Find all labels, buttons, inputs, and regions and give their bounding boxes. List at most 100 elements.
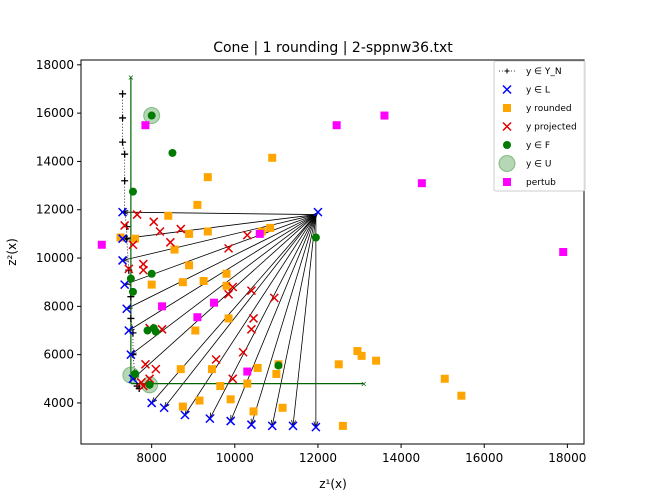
pertub-point	[141, 121, 150, 130]
rounded-point	[193, 200, 202, 209]
y-tick-label: 6000	[43, 348, 74, 362]
rounded-point	[178, 402, 187, 411]
axes-frame	[80, 59, 585, 445]
y-tick-label: 4000	[43, 396, 74, 410]
legend-item-YN: y ∈ Y_N	[499, 67, 562, 77]
rounded-point	[338, 421, 347, 430]
projection-ray	[163, 214, 317, 409]
legend-square-marker	[503, 104, 511, 112]
legend-label: y ∈ L	[526, 86, 550, 96]
f-series	[126, 111, 320, 389]
projection-ray	[122, 214, 316, 240]
pertub-point	[243, 367, 252, 376]
x-tick-label: 12000	[299, 451, 337, 465]
rounded-point	[178, 278, 187, 287]
yn-point	[127, 314, 135, 322]
rounded-point	[224, 314, 233, 323]
legend: y ∈ Y_Ny ∈ L y rounded y projected y ∈ F y ∈…	[493, 60, 586, 192]
projected-point	[269, 293, 279, 303]
projected-point	[228, 374, 238, 384]
f-point	[145, 380, 154, 389]
legend-item-U: y ∈ U	[498, 155, 551, 172]
projected-point	[124, 264, 134, 274]
rounded-point	[147, 280, 156, 289]
rounded-point	[253, 363, 262, 372]
x-axis-label: z¹(x)	[319, 477, 347, 491]
l-series	[118, 207, 323, 432]
f-point	[131, 369, 140, 378]
l-point	[120, 280, 130, 290]
rounded-point	[353, 347, 362, 356]
rounded-point	[207, 365, 216, 374]
projected-point	[155, 226, 165, 237]
rounded-point	[191, 326, 200, 335]
rounded-point	[357, 351, 366, 360]
projected-series	[120, 210, 279, 391]
pertub-point	[380, 111, 389, 120]
rounded-point	[372, 356, 381, 365]
l-point	[124, 325, 134, 336]
legend-cross-marker	[502, 121, 512, 132]
rounded-point	[185, 229, 194, 238]
rounded-point	[195, 396, 204, 405]
f-point	[128, 187, 137, 196]
y-tick-label: 10000	[36, 251, 74, 265]
f-point	[126, 274, 135, 283]
projected-point	[224, 243, 234, 253]
projected-point	[211, 354, 221, 365]
rounded-point	[170, 245, 179, 254]
rounded-point	[243, 379, 252, 388]
legend-label: y ∈ Y_N	[526, 67, 562, 77]
l-point	[313, 207, 323, 217]
pertub-series	[97, 111, 568, 376]
l-point	[118, 207, 128, 217]
projection-ray	[292, 214, 317, 426]
legend-item-F: y ∈ F	[503, 141, 550, 151]
rounded-point	[334, 360, 343, 369]
y-tick-label: 12000	[36, 203, 74, 217]
rounded-point	[176, 365, 185, 374]
projection-ray	[271, 214, 317, 426]
f-point	[311, 233, 320, 242]
projected-point	[145, 374, 155, 384]
l-point	[147, 398, 157, 408]
projected-point	[138, 265, 148, 275]
rounded-point	[131, 234, 140, 243]
y-axis-label: z²(x)	[5, 238, 19, 266]
rounded-point	[226, 395, 235, 404]
rounded-point	[457, 391, 466, 400]
rounded-point	[440, 374, 449, 383]
x-tick-label: 8000	[136, 451, 167, 465]
projected-point	[176, 224, 186, 234]
legend-label: y projected	[526, 123, 577, 133]
l-point	[118, 234, 128, 244]
l-point	[246, 420, 256, 430]
rounded-point	[216, 382, 225, 391]
projection-ray	[251, 214, 317, 425]
l-point	[159, 403, 169, 413]
legend-big-circle-marker	[498, 155, 516, 172]
rounded-point	[199, 276, 208, 285]
projection-ray	[209, 214, 317, 419]
rounded-point	[272, 369, 281, 378]
f-point	[128, 287, 137, 296]
rounded-point	[266, 223, 275, 232]
l-point	[118, 255, 128, 265]
chart-title: Cone | 1 rounding | 2-sppnw36.txt	[213, 40, 453, 56]
projected-point	[140, 359, 150, 369]
projected-point	[242, 230, 252, 240]
rounded-point	[268, 153, 277, 162]
yn-point	[119, 90, 127, 98]
l-point	[267, 421, 277, 431]
legend-item-pertub: pertub	[503, 178, 556, 188]
f-point	[147, 111, 156, 120]
l-point	[180, 410, 190, 420]
legend-square-marker	[503, 178, 511, 186]
f-point	[274, 361, 283, 370]
projection-ray	[124, 214, 317, 285]
projected-point	[149, 217, 159, 227]
yn-point	[121, 177, 129, 185]
projected-point	[151, 364, 161, 374]
projection-ray	[122, 211, 316, 215]
projection-ray	[128, 214, 317, 331]
